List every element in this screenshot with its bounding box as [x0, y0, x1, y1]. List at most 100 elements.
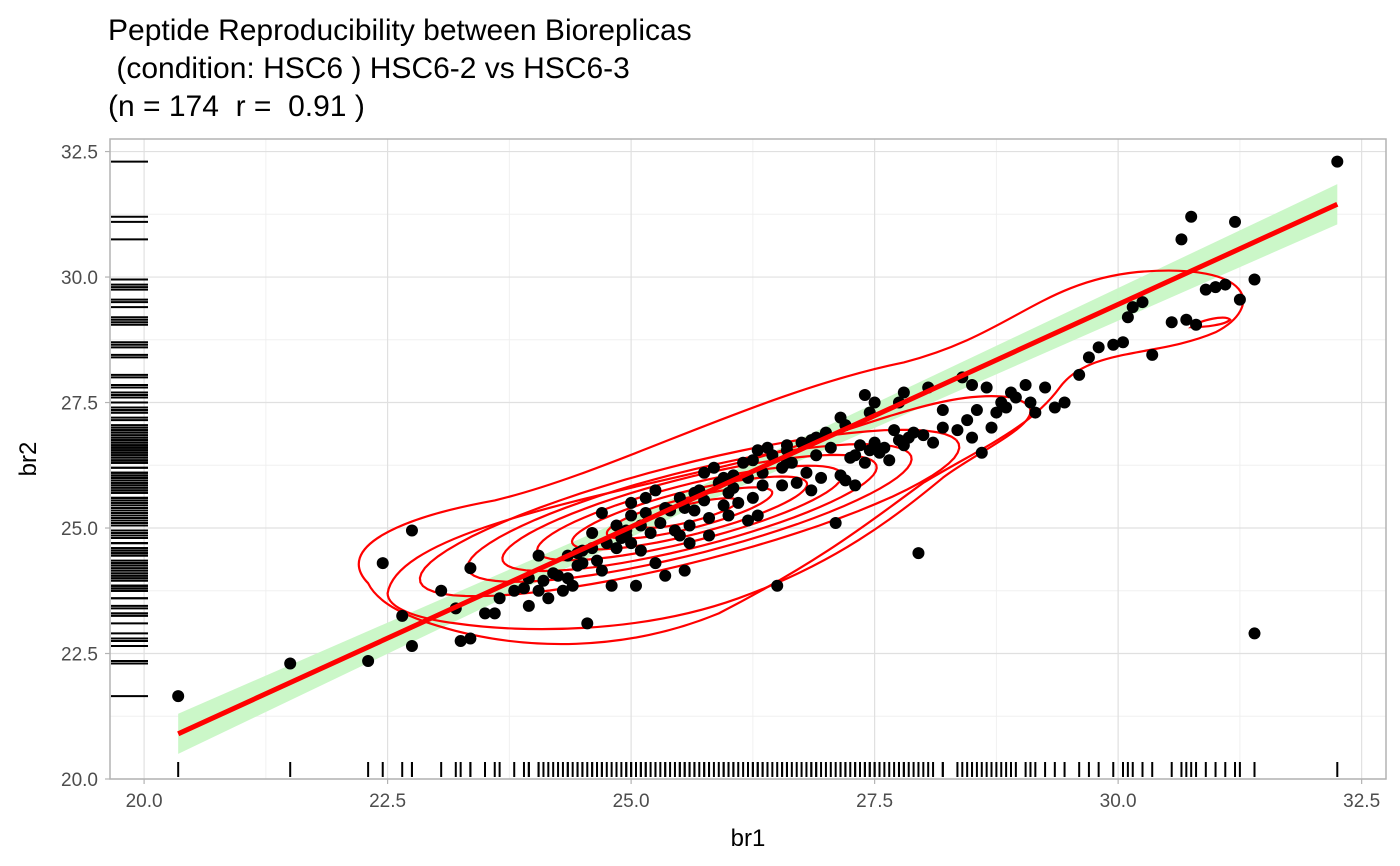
- data-point: [454, 634, 467, 647]
- data-point: [405, 639, 418, 652]
- data-point: [362, 655, 375, 668]
- data-point: [673, 529, 686, 542]
- data-point: [532, 584, 545, 597]
- data-point: [732, 496, 745, 509]
- data-point: [1248, 273, 1261, 286]
- data-point: [751, 444, 764, 457]
- data-point: [839, 474, 852, 487]
- plot-frame: [109, 138, 1387, 780]
- data-point: [722, 509, 735, 522]
- data-point: [522, 599, 535, 612]
- data-point: [1039, 381, 1052, 394]
- data-point: [595, 564, 608, 577]
- data-point: [1165, 316, 1178, 329]
- title-line-3: (n = 174 r = 0.91 ): [108, 90, 365, 123]
- data-point: [1199, 283, 1212, 296]
- data-point: [888, 424, 901, 437]
- data-point: [936, 404, 949, 417]
- data-point: [479, 607, 492, 620]
- data-point: [883, 454, 896, 467]
- title-line-2: (condition: HSC6 ) HSC6-2 vs HSC6-3: [108, 52, 630, 85]
- data-point: [756, 479, 769, 492]
- data-point: [936, 421, 949, 434]
- data-point: [405, 524, 418, 537]
- data-point: [493, 592, 506, 605]
- data-point: [970, 404, 983, 417]
- data-point: [532, 549, 545, 562]
- data-point: [810, 449, 823, 462]
- data-point: [829, 517, 842, 529]
- data-point: [639, 491, 652, 504]
- data-point: [707, 461, 720, 474]
- data-point: [751, 509, 764, 522]
- data-point: [1190, 318, 1203, 331]
- data-point: [1233, 293, 1246, 306]
- data-point: [1136, 296, 1149, 309]
- data-point: [1331, 155, 1344, 168]
- data-point: [1209, 281, 1222, 294]
- data-point: [776, 479, 789, 492]
- data-point: [771, 579, 784, 592]
- data-point: [591, 554, 604, 567]
- data-point: [698, 466, 711, 479]
- data-point: [683, 537, 696, 550]
- data-point: [907, 426, 920, 439]
- data-point: [1185, 210, 1198, 223]
- data-point: [464, 632, 477, 645]
- data-point: [975, 446, 988, 459]
- data-point: [556, 584, 569, 597]
- data-point: [927, 436, 940, 449]
- data-point: [678, 564, 691, 577]
- y-tick-label: 32.5: [61, 143, 98, 164]
- regression-line: [177, 201, 1339, 737]
- data-point: [659, 569, 672, 582]
- data-point: [581, 617, 594, 630]
- panel-border: [109, 138, 1387, 780]
- data-point: [727, 481, 740, 494]
- data-point: [985, 421, 998, 434]
- data-point: [566, 579, 579, 592]
- data-point: [800, 466, 813, 479]
- data-point: [639, 506, 652, 519]
- data-point: [488, 607, 501, 620]
- data-point: [172, 690, 185, 703]
- data-point: [849, 479, 862, 492]
- rug-marks: [111, 160, 1339, 777]
- data-point: [703, 511, 716, 524]
- data-point: [717, 499, 730, 512]
- data-point: [868, 396, 881, 409]
- data-point: [1175, 233, 1188, 246]
- data-point: [396, 609, 409, 622]
- data-point: [542, 592, 555, 605]
- data-point: [815, 471, 828, 484]
- data-point: [586, 527, 599, 540]
- data-point: [610, 542, 623, 555]
- data-point: [1019, 378, 1032, 391]
- data-point: [634, 544, 647, 557]
- data-point: [376, 557, 389, 570]
- data-point: [917, 429, 930, 442]
- data-point: [571, 559, 584, 572]
- data-point: [766, 449, 779, 462]
- data-point: [746, 454, 759, 467]
- x-tick-label: 25.0: [613, 791, 650, 812]
- data-point: [547, 567, 560, 580]
- data-point: [683, 519, 696, 532]
- data-point: [824, 441, 837, 454]
- data-point: [625, 509, 638, 522]
- x-tick-label: 22.5: [369, 791, 406, 812]
- data-point: [854, 439, 867, 452]
- data-point: [1146, 348, 1159, 361]
- data-point: [966, 378, 979, 391]
- data-point: [966, 431, 979, 444]
- data-point: [464, 562, 477, 575]
- data-point: [508, 584, 521, 597]
- data-point: [878, 441, 891, 454]
- data-point: [688, 504, 701, 517]
- x-tick-label: 20.0: [126, 791, 163, 812]
- data-point: [649, 484, 662, 497]
- data-point: [790, 476, 803, 489]
- y-tick-label: 30.0: [61, 268, 98, 289]
- data-point: [703, 529, 716, 542]
